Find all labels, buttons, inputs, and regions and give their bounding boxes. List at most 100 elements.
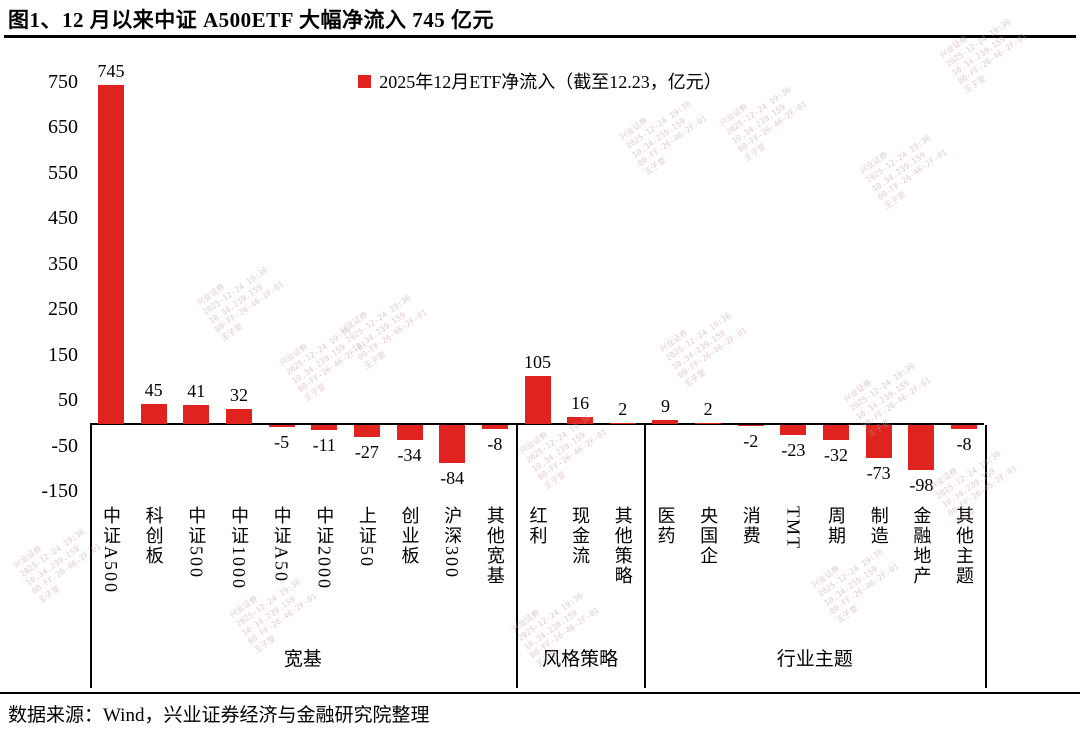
y-tick-label: 250 xyxy=(48,298,78,321)
x-category-label: 其他主题 xyxy=(954,506,974,586)
x-category-label: 科创板 xyxy=(143,506,164,566)
bar xyxy=(567,416,594,424)
watermark-line: 2025-12-24 19:36 xyxy=(848,361,917,413)
bar-value-label: 41 xyxy=(187,381,206,402)
x-category-label: 中证1000 xyxy=(228,506,249,590)
group-separator-line xyxy=(89,425,92,688)
watermark-line: 10.34.239.159 xyxy=(854,378,911,422)
bar-value-label: -8 xyxy=(956,433,972,454)
watermark-line: 2025-12-24 19:36 xyxy=(284,325,353,377)
bar xyxy=(481,425,508,429)
group-label: 宽基 xyxy=(283,649,322,670)
watermark-line: 兴业证券 xyxy=(857,150,890,176)
bar xyxy=(823,425,850,440)
watermark-line: 2025-12-24 19:36 xyxy=(944,17,1013,69)
watermark-line: 00-FF-26-46-2F-01 xyxy=(213,279,286,335)
watermark-line: 王子堂 xyxy=(219,321,245,344)
bar xyxy=(908,425,935,470)
y-tick-label: 550 xyxy=(48,161,78,184)
watermark-line: 00-FF-26-46-2F-01 xyxy=(636,113,709,169)
bar xyxy=(439,425,466,464)
watermark-line: 王子堂 xyxy=(882,189,908,212)
watermark-line: 10.34.239.159 xyxy=(670,328,727,372)
x-category-label: 沪深300 xyxy=(442,506,463,579)
bar-value-label: -32 xyxy=(824,444,849,465)
watermark-line: 王子堂 xyxy=(36,583,62,606)
bar xyxy=(183,405,210,424)
bar xyxy=(98,85,124,424)
bar xyxy=(780,425,807,436)
x-category-label: 上证50 xyxy=(356,506,377,568)
watermark-line: 10.34.239.159 xyxy=(630,116,687,160)
x-category-label: 中证2000 xyxy=(314,506,335,590)
bar xyxy=(695,423,722,424)
title-underline xyxy=(4,35,1076,38)
bar-value-label: 9 xyxy=(660,395,670,416)
y-tick-label: 50 xyxy=(58,389,78,412)
watermark: 兴业证券 2025-12-24 19:36 10.34.239.159 00-FF-2… xyxy=(12,515,110,606)
watermark: 兴业证券 2025-12-24 19:36 10.34.239.159 00-FF-2… xyxy=(278,313,376,404)
bar-value-label: -2 xyxy=(743,431,759,451)
y-tick-label: -50 xyxy=(51,434,78,457)
x-category-label: 金融地产 xyxy=(911,506,932,586)
watermark-line: 10.34.239.159 xyxy=(350,310,407,354)
bar-value-label: 32 xyxy=(229,385,248,406)
bar xyxy=(737,425,764,426)
watermark: 兴业证券 2025-12-24 19:36 10.34.239.159 00-FF-2… xyxy=(195,253,293,344)
group-label: 行业主题 xyxy=(776,649,853,670)
group-label: 风格策略 xyxy=(542,649,619,670)
y-tick-label: 750 xyxy=(48,70,78,93)
watermark-line: 兴业证券 xyxy=(937,34,970,60)
legend-label: 2025年12月ETF净流入（截至12.23，亿元） xyxy=(379,72,722,92)
x-category-label: 现金流 xyxy=(570,506,591,566)
watermark-line: 2025-12-24 19:36 xyxy=(624,99,693,151)
watermark-line: 兴业证券 xyxy=(194,282,227,308)
watermark-line: 王子堂 xyxy=(362,349,388,372)
watermark-line: 2025-12-24 19:36 xyxy=(664,311,733,363)
x-category-label: 创业板 xyxy=(399,506,420,566)
watermark-line: 10.34.239.159 xyxy=(870,150,927,194)
y-tick-label: 150 xyxy=(48,343,78,366)
bar-value-label: -11 xyxy=(312,435,336,455)
y-tick-label: -150 xyxy=(41,480,78,503)
bar xyxy=(652,419,679,424)
watermark-line: 10.34.239.159 xyxy=(24,544,81,588)
group-separator-line xyxy=(985,425,988,688)
watermark-line: 00-FF-26-46-2F-01 xyxy=(296,339,369,395)
watermark-line: 10.34.239.159 xyxy=(207,282,264,326)
y-tick-label: 450 xyxy=(48,207,78,230)
bar xyxy=(268,425,295,428)
bar xyxy=(140,403,167,424)
bar xyxy=(311,425,338,430)
watermark-line: 兴业证券 xyxy=(617,116,650,142)
watermark: 兴业证券 2025-12-24 19:36 10.34.239.159 00-FF-2… xyxy=(338,281,436,372)
watermark: 兴业证券 2025-12-24 19:36 10.34.239.159 00-FF-2… xyxy=(658,299,756,390)
source-divider xyxy=(0,692,1080,694)
bar xyxy=(951,425,977,429)
x-axis-line xyxy=(90,423,984,425)
x-category-label: 央国企 xyxy=(698,506,719,566)
watermark: 兴业证券 2025-12-24 19:36 10.34.239.159 00-FF-2… xyxy=(618,87,716,178)
watermark-line: 00-FF-26-46-2F-01 xyxy=(536,427,609,483)
x-category-label: 中证A500 xyxy=(101,506,121,594)
watermark: 兴业证券 2025-12-24 19:36 10.34.239.159 00-FF-2… xyxy=(858,121,956,212)
watermark-line: 00-FF-26-46-2F-01 xyxy=(736,99,809,155)
group-separator-line xyxy=(644,425,647,688)
figure-title: 图1、12 月以来中证 A500ETF 大幅净流入 745 亿元 xyxy=(8,8,494,32)
bar xyxy=(396,425,423,441)
bar xyxy=(609,423,636,424)
bar xyxy=(353,425,380,438)
watermark-line: 2025-12-24 19:36 xyxy=(18,527,87,579)
bar-value-label: 16 xyxy=(571,392,590,413)
watermark-line: 2025-12-24 19:36 xyxy=(201,265,270,317)
bar-value-label: 2 xyxy=(618,399,628,419)
x-category-label: TMT xyxy=(783,506,804,550)
bar-value-label: -84 xyxy=(440,468,465,489)
watermark-line: 王子堂 xyxy=(542,469,568,492)
data-source: 数据来源：Wind，兴业证券经济与金融研究院整理 xyxy=(8,705,430,726)
watermark-line: 00-FF-26-46-2F-01 xyxy=(30,541,103,597)
bar-value-label: -5 xyxy=(274,432,290,453)
bar xyxy=(524,376,551,424)
bar-value-label: 2 xyxy=(703,399,713,419)
